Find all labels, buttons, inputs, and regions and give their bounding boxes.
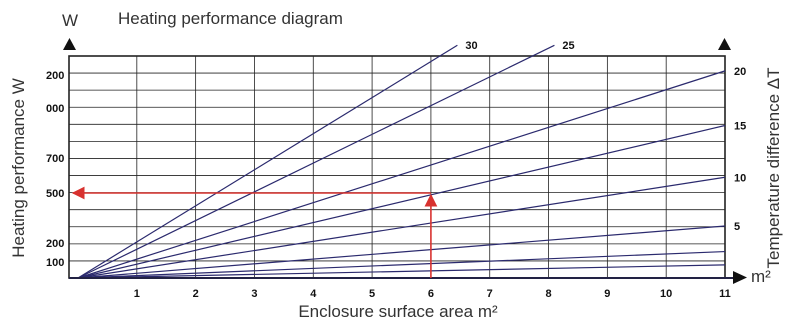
- x-tick-label: 5: [369, 288, 375, 300]
- x-tick-label: 11: [719, 288, 731, 300]
- chart-title: Heating performance diagram: [118, 9, 343, 28]
- vertical-gridlines: [136, 56, 667, 278]
- x-tick-label: 3: [251, 288, 257, 300]
- series-line: [77, 176, 726, 279]
- series-line: [77, 44, 555, 279]
- series-line: [77, 124, 726, 279]
- y-tick-label: 000: [46, 103, 64, 115]
- x-tick-label: 9: [604, 288, 610, 300]
- series-label: 20: [734, 66, 746, 78]
- series-line: [77, 44, 458, 279]
- temperature-difference-lines: [77, 44, 726, 279]
- y-tick-label: 200: [46, 238, 64, 250]
- y2-axis-title: Temperature difference ΔT: [764, 68, 783, 269]
- plot-frame: [68, 55, 726, 279]
- x-tick-label: 4: [310, 288, 317, 300]
- series-line: [77, 225, 726, 279]
- series-label: 10: [734, 172, 746, 184]
- x-axis-unit: m²: [751, 267, 771, 286]
- y-axis-arrow-icon: [63, 38, 76, 50]
- horizontal-gridlines: [69, 72, 725, 262]
- x-tick-label: 6: [428, 288, 434, 300]
- x-tick-label: 8: [545, 288, 551, 300]
- x-tick-label: 10: [660, 288, 672, 300]
- series-line: [77, 264, 726, 279]
- x-tick-label: 7: [487, 288, 493, 300]
- x-tick-label: 2: [193, 288, 199, 300]
- series-label: 30: [465, 40, 477, 52]
- series-label: 25: [562, 40, 574, 52]
- x-tick-label: 1: [134, 288, 140, 300]
- series-label: 5: [734, 221, 740, 233]
- series-line: [77, 70, 726, 279]
- x-axis-arrow-icon: [733, 271, 747, 284]
- y-tick-label: 100: [46, 257, 64, 269]
- y-axis-title: Heating performance W: [9, 78, 28, 258]
- y-axis-unit: W: [62, 11, 78, 30]
- x-tick-labels: 1 2 3 4 5 6 7 8 9 10 11: [134, 288, 731, 300]
- series-labels: 5 10 15 20 25 30: [465, 40, 746, 233]
- y-tick-label: 700: [46, 153, 64, 165]
- y-tick-labels: 100 200 500 700 000 200: [46, 70, 64, 269]
- series-line: [77, 250, 726, 279]
- y2-axis-arrow-icon: [718, 38, 731, 50]
- y-tick-label: 200: [46, 70, 64, 82]
- x-axis-title: Enclosure surface area m²: [298, 302, 498, 321]
- series-label: 15: [734, 121, 746, 133]
- y-tick-label: 500: [46, 188, 64, 200]
